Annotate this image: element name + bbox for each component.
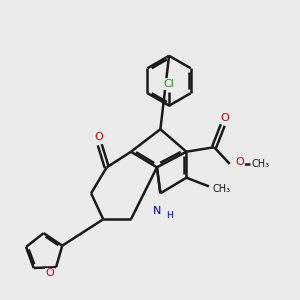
Text: O: O	[46, 268, 54, 278]
Text: O: O	[95, 132, 103, 142]
Text: CH₃: CH₃	[213, 184, 231, 194]
Text: N: N	[153, 206, 161, 216]
Text: O: O	[235, 158, 244, 167]
Text: O: O	[220, 113, 229, 123]
Text: CH₃: CH₃	[252, 159, 270, 169]
Text: H: H	[166, 211, 172, 220]
Text: Cl: Cl	[164, 79, 175, 89]
